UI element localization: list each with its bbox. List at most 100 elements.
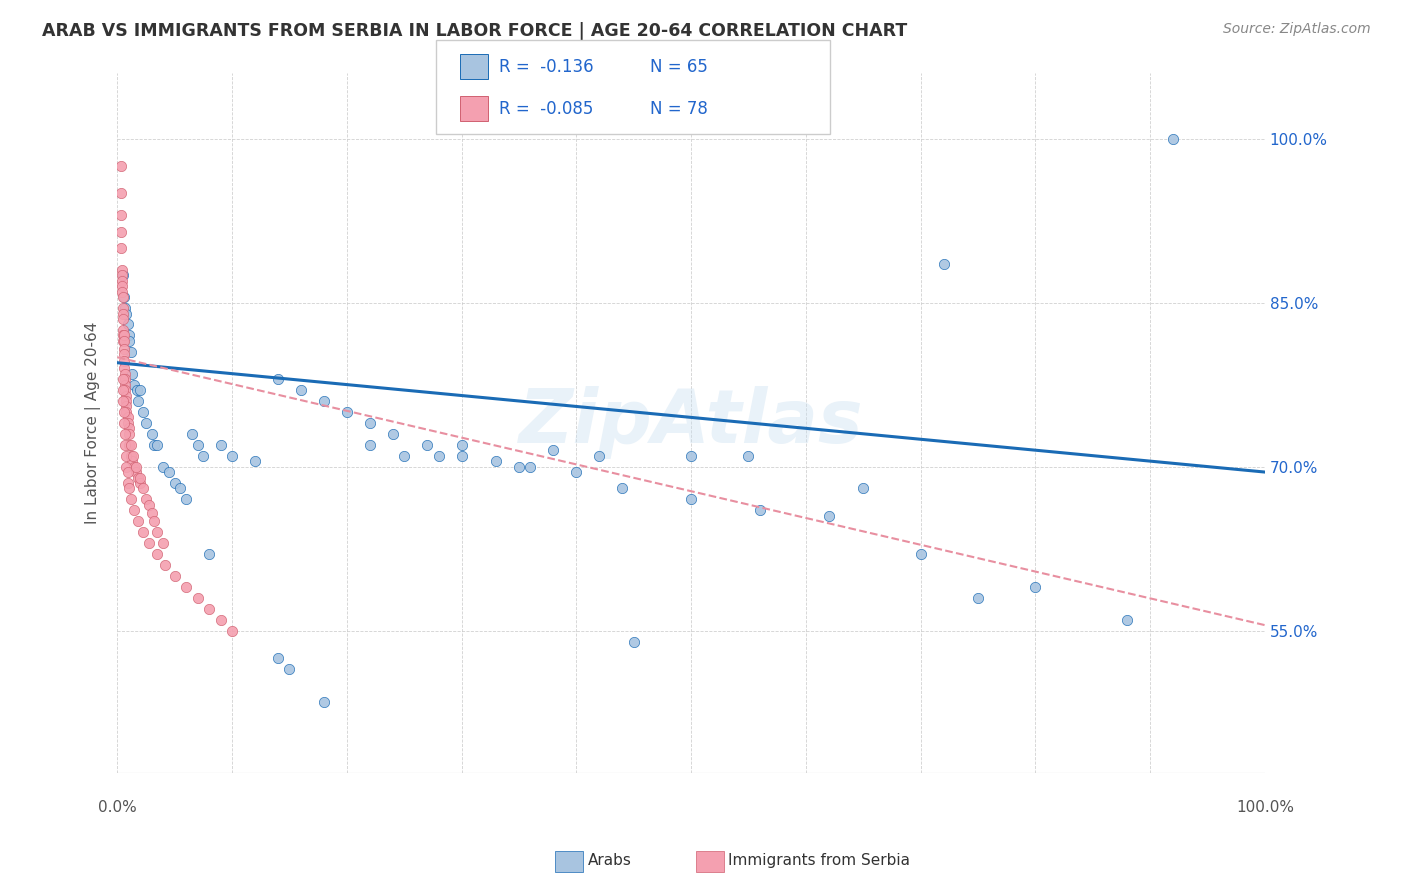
Point: [117, 465, 139, 479]
Point: [110, 241, 132, 255]
Point: [1024, 580, 1046, 594]
Point: [118, 328, 141, 343]
Text: R =  -0.085: R = -0.085: [499, 100, 593, 118]
Point: [117, 475, 139, 490]
Point: [381, 426, 404, 441]
Text: Immigrants from Serbia: Immigrants from Serbia: [728, 854, 910, 868]
Point: [112, 328, 135, 343]
Point: [543, 443, 565, 458]
Point: [115, 388, 138, 402]
Point: [174, 580, 197, 594]
Point: [114, 367, 136, 381]
Point: [112, 353, 135, 368]
Point: [1116, 613, 1139, 627]
Point: [110, 208, 132, 222]
Point: [127, 394, 149, 409]
Point: [112, 361, 135, 376]
Point: [193, 449, 215, 463]
Point: [932, 257, 955, 271]
Point: [111, 383, 134, 397]
Point: [129, 470, 152, 484]
Point: [198, 547, 221, 561]
Point: [114, 301, 136, 315]
Point: [141, 426, 163, 441]
Point: [138, 536, 160, 550]
Point: [221, 624, 243, 638]
Point: [118, 426, 141, 441]
Point: [112, 290, 135, 304]
Point: [152, 459, 174, 474]
Point: [910, 547, 932, 561]
Point: [111, 290, 134, 304]
Point: [111, 334, 134, 348]
Point: [127, 470, 149, 484]
Point: [111, 279, 134, 293]
Point: [141, 506, 163, 520]
Point: [450, 449, 472, 463]
Point: [143, 438, 166, 452]
Point: [198, 601, 221, 615]
Point: [118, 438, 141, 452]
Point: [359, 416, 381, 430]
Point: [290, 383, 312, 397]
Point: [120, 449, 142, 463]
Point: [187, 438, 209, 452]
Point: [118, 334, 141, 348]
Point: [115, 400, 138, 414]
Text: Arabs: Arabs: [588, 854, 631, 868]
Point: [163, 475, 186, 490]
Point: [110, 225, 132, 239]
Point: [427, 449, 450, 463]
Point: [519, 459, 541, 474]
Point: [111, 268, 134, 283]
Point: [450, 438, 472, 452]
Point: [485, 454, 508, 468]
Point: [114, 438, 136, 452]
Point: [612, 482, 634, 496]
Point: [112, 342, 135, 356]
Point: [681, 449, 703, 463]
Point: [623, 634, 645, 648]
Point: [110, 159, 132, 173]
Point: [115, 405, 138, 419]
Point: [118, 421, 141, 435]
Text: N = 78: N = 78: [650, 100, 707, 118]
Point: [146, 525, 169, 540]
Point: [209, 613, 232, 627]
Point: [115, 306, 138, 320]
Text: ZipAtlas: ZipAtlas: [519, 386, 863, 459]
Point: [124, 503, 146, 517]
Point: [111, 306, 134, 320]
Point: [111, 328, 134, 343]
Point: [115, 459, 138, 474]
Point: [221, 449, 243, 463]
Point: [120, 344, 142, 359]
Point: [120, 438, 142, 452]
Point: [312, 695, 335, 709]
Point: [336, 405, 359, 419]
Point: [748, 503, 770, 517]
Point: [111, 274, 134, 288]
Point: [124, 465, 146, 479]
Point: [267, 372, 290, 386]
Point: [267, 651, 290, 665]
Point: [124, 377, 146, 392]
Point: [117, 416, 139, 430]
Point: [131, 482, 153, 496]
Point: [146, 547, 169, 561]
Point: [120, 492, 142, 507]
Point: [312, 394, 335, 409]
Point: [127, 514, 149, 528]
Point: [588, 449, 610, 463]
Point: [111, 285, 134, 299]
Point: [111, 262, 134, 277]
Point: [180, 426, 202, 441]
Point: [121, 454, 143, 468]
Point: [209, 438, 232, 452]
Point: [278, 662, 301, 676]
Point: [121, 367, 143, 381]
Point: [131, 525, 153, 540]
Point: [122, 449, 145, 463]
Point: [111, 323, 134, 337]
Point: [138, 498, 160, 512]
